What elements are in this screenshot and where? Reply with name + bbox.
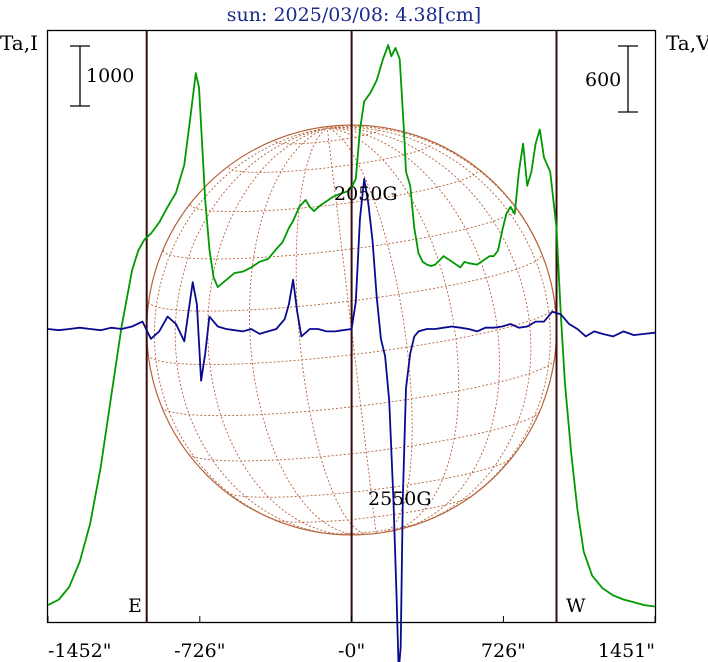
series-group: [47, 44, 656, 662]
disk-latitude-line: [162, 207, 517, 260]
solar-disk: [146, 124, 558, 536]
plot-frame: [46, 29, 657, 624]
disk-latitude-line: [148, 253, 543, 312]
disk-longitude-line: [327, 127, 532, 524]
x-axis-ticks: -1452" -726" -0" 726" 1451": [47, 616, 656, 662]
disk-longitude-line: [327, 127, 500, 528]
disk-longitude-line: [207, 127, 346, 536]
x-tick-label: -0": [338, 640, 365, 662]
annotation-2050g: 2050G: [334, 183, 398, 205]
scale-label-right: 600: [585, 69, 621, 91]
chart-title: sun: 2025/03/08: 4.38[cm]: [227, 4, 481, 26]
disk-longitude-line: [327, 127, 460, 532]
ylabel-left: Ta,I: [0, 31, 38, 55]
x-tick-label: 1451": [598, 640, 655, 662]
disk-longitude-line: [327, 127, 413, 533]
disk-longitude-line: [174, 127, 330, 535]
disk-longitude-line: [327, 126, 551, 503]
disk-latitude-line: [190, 169, 479, 213]
x-tick-label: 726": [481, 640, 526, 662]
disk-longitude-line: [249, 127, 361, 536]
disk-longitude-line: [326, 127, 377, 534]
x-tick-label: -726": [174, 640, 225, 662]
series-line-intensity: [47, 44, 656, 608]
annotation-2550g: 2550G: [368, 488, 432, 510]
scale-bar-left: [70, 45, 90, 107]
disk-latitude-line: [226, 458, 512, 498]
scale-bar-right: [618, 45, 638, 113]
scale-label-left: 1000: [86, 65, 134, 87]
disk-latitude-line: [274, 128, 382, 145]
disk-longitude-line: [153, 127, 328, 525]
series-line-polarization: [47, 177, 656, 662]
disk-latitude-line: [274, 495, 472, 523]
limb-west-label: W: [566, 595, 586, 617]
ylabel-right: Ta,V: [666, 31, 708, 55]
x-tick-label: -1452": [48, 640, 112, 662]
disk-longitude-line: [295, 127, 368, 535]
limb-east-label: E: [128, 595, 142, 617]
